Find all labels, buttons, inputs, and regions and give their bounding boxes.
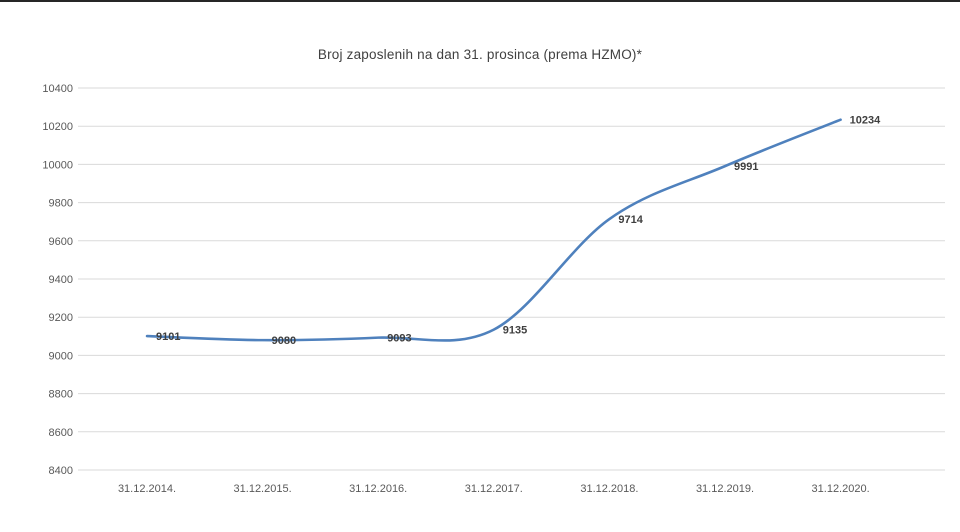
y-axis-tick-label: 9800 (49, 198, 73, 210)
data-point-label: 9093 (387, 333, 411, 345)
data-point-label: 9135 (503, 325, 527, 337)
x-axis-tick-label: 31.12.2016. (349, 483, 407, 495)
data-point-label: 9991 (734, 161, 758, 173)
y-axis-tick-label: 8600 (49, 427, 73, 439)
x-axis-tick-label: 31.12.2018. (580, 483, 638, 495)
top-border (0, 0, 960, 2)
y-axis-tick-label: 9000 (49, 350, 73, 362)
y-axis-tick-label: 10000 (42, 159, 73, 171)
data-point-label: 9714 (618, 214, 643, 226)
y-axis-tick-label: 8800 (49, 389, 73, 401)
y-axis-tick-label: 10200 (42, 121, 73, 133)
x-axis-tick-label: 31.12.2017. (465, 483, 523, 495)
x-axis-tick-label: 31.12.2015. (234, 483, 292, 495)
y-axis-tick-label: 9200 (49, 312, 73, 324)
x-axis-tick-label: 31.12.2020. (812, 483, 870, 495)
data-point-label: 10234 (850, 115, 881, 127)
y-axis-tick-label: 9600 (49, 236, 73, 248)
data-point-label: 9080 (272, 335, 296, 347)
y-axis-tick-label: 10400 (42, 83, 73, 95)
x-axis-tick-label: 31.12.2014. (118, 483, 176, 495)
y-axis-tick-label: 9400 (49, 274, 73, 286)
series-line (145, 118, 842, 342)
y-axis-tick-label: 8400 (49, 465, 73, 477)
data-point-label: 9101 (156, 331, 180, 343)
chart-title: Broj zaposlenih na dan 31. prosinca (pre… (317, 47, 643, 62)
x-axis-tick-label: 31.12.2019. (696, 483, 754, 495)
